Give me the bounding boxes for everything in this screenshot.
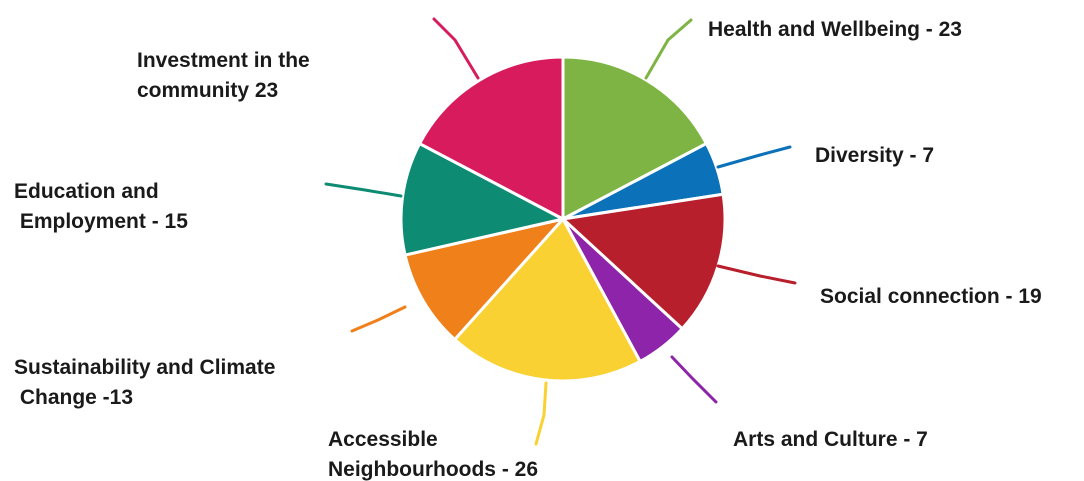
pie-slice-6: [403, 216, 568, 342]
leader-line-4: [670, 355, 718, 404]
pie-slice-5: [452, 216, 643, 383]
pie-slice-7: [399, 141, 568, 257]
slice-label-line: Social connection - 19: [820, 285, 1042, 308]
pie-slices: [399, 55, 727, 383]
leader-line-2: [716, 145, 792, 169]
slice-label-line: Accessible: [328, 428, 438, 451]
leader-line-7: [324, 182, 403, 198]
slice-label-2: Diversity - 7: [815, 144, 934, 167]
slice-label-8: Investment in the community 23: [137, 49, 310, 102]
slice-label-line: Education and: [14, 180, 159, 203]
pie-slice-1: [561, 55, 709, 222]
slice-label-line: community 23: [137, 79, 278, 102]
slice-label-line: Investment in the: [137, 49, 310, 72]
leader-line-5: [534, 381, 548, 446]
slice-label-4: Arts and Culture - 7: [733, 428, 928, 451]
leader-line-8: [432, 17, 480, 80]
slice-label-line: Employment - 15: [14, 210, 188, 233]
leader-lines: [324, 17, 797, 446]
slice-labels: Health and Wellbeing - 23 Diversity - 7 So…: [14, 18, 1042, 481]
slice-label-line: Neighbourhoods - 26: [328, 458, 538, 481]
leader-line-1: [644, 18, 693, 80]
slice-label-1: Health and Wellbeing - 23: [708, 18, 962, 41]
leader-line-6: [350, 305, 407, 333]
slice-label-line: Arts and Culture - 7: [733, 428, 928, 451]
pie-slice-8: [417, 55, 565, 222]
slice-label-line: Diversity - 7: [815, 144, 934, 167]
slice-label-line: Health and Wellbeing - 23: [708, 18, 962, 41]
slice-label-3: Social connection - 19: [820, 285, 1042, 308]
slice-label-7: Education and Employment - 15: [14, 180, 188, 233]
slice-label-6: Sustainability and Climate Change -13: [14, 356, 275, 409]
leader-line-3: [716, 264, 797, 285]
slice-label-5: Accessible Neighbourhoods - 26: [328, 428, 538, 481]
slice-label-line: Sustainability and Climate: [14, 356, 275, 379]
slice-label-line: Change -13: [14, 386, 133, 409]
